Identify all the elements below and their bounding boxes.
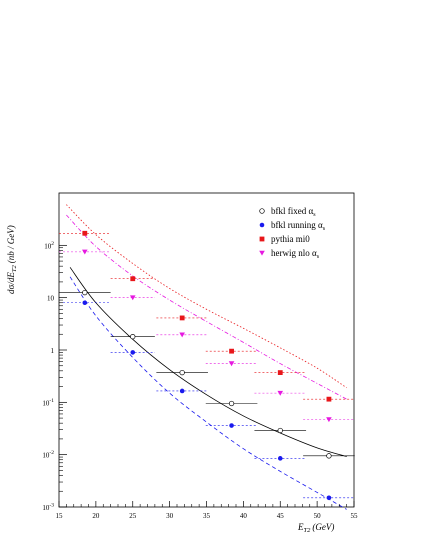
curves-layer <box>66 204 347 510</box>
data-point <box>229 423 234 428</box>
legend-marker <box>259 250 265 256</box>
y-tick-label: 102 <box>44 241 54 251</box>
data-point <box>179 332 185 338</box>
data-point <box>326 495 332 501</box>
y-tick-label: 10-2 <box>42 450 54 460</box>
data-point <box>130 276 136 282</box>
y-tick-label: 10-3 <box>42 503 54 513</box>
y-tick-mantissa: 10 <box>42 504 50 512</box>
data-point <box>228 400 235 407</box>
y-tick-exponent: -2 <box>49 450 54 456</box>
legend-label-alpha: α <box>318 220 323 230</box>
data-point <box>179 369 185 376</box>
legend-marker <box>259 222 265 228</box>
legend-label-alpha: α <box>312 248 317 258</box>
data-point <box>277 427 283 434</box>
data-point <box>82 289 88 296</box>
legend-label: bfkl running αs <box>271 220 326 232</box>
x-tick-label: 25 <box>129 512 137 520</box>
x-tick-label: 55 <box>351 512 359 520</box>
y-tick-label: 1 <box>51 347 55 355</box>
y-tick-exponent: 2 <box>51 241 54 247</box>
y-tick-mantissa: 10 <box>42 399 50 407</box>
legend-label-sub: s <box>317 254 320 260</box>
plot-frame <box>58 192 355 508</box>
legend-label-main: bfkl fixed <box>271 206 309 216</box>
data-point <box>129 295 136 301</box>
legend-label-sub: s <box>323 226 326 232</box>
data-point <box>326 453 332 459</box>
x-axis-ticks: 15 20 25 30 35 40 45 50 55 <box>56 501 359 520</box>
y-tick-mantissa: 10 <box>44 242 52 250</box>
series-curve-1 <box>69 276 347 510</box>
data-point <box>130 333 136 340</box>
series-curve-2 <box>66 204 347 389</box>
data-point <box>326 417 332 423</box>
data-point <box>179 315 185 321</box>
x-tick-label: 15 <box>56 512 64 520</box>
data-point <box>229 348 234 354</box>
data-point <box>228 361 235 367</box>
data-point <box>130 350 136 355</box>
legend-label: pythia mi0 <box>271 234 310 244</box>
points-layer <box>59 230 355 501</box>
x-tick-label: 30 <box>166 512 174 520</box>
legend-label: herwig nlo αs <box>271 248 320 260</box>
x-tick-label: 40 <box>240 512 248 520</box>
legend-label-alpha: α <box>309 206 314 216</box>
y-axis-title: dσ/dET2(nb / GeV) <box>6 225 18 294</box>
x-tick-label: 50 <box>314 512 322 520</box>
legend-label-main: herwig nlo <box>271 248 312 258</box>
y-tick-label: 10-1 <box>42 398 54 408</box>
legend-label: bfkl fixed αs <box>271 206 316 218</box>
legend-marker <box>259 236 265 242</box>
y-tick-mantissa: 10 <box>47 295 55 303</box>
data-point <box>82 249 88 255</box>
x-axis-title: ET2 (GeV) <box>297 522 334 534</box>
y-tick-mantissa: 1 <box>51 347 55 355</box>
y-tick-exponent: -3 <box>49 503 54 509</box>
y-tick-mantissa: 10 <box>42 452 50 460</box>
data-point <box>277 390 284 396</box>
series-curve-0 <box>69 267 347 457</box>
legend-label-main: bfkl running <box>271 220 318 230</box>
x-tick-label: 45 <box>277 512 285 520</box>
data-point <box>82 300 88 306</box>
legend-marker <box>259 208 265 214</box>
data-point <box>326 396 332 402</box>
legend-label-main: pythia mi0 <box>271 234 310 244</box>
data-point <box>82 230 88 236</box>
data-point <box>277 370 283 375</box>
data-point <box>179 388 185 394</box>
data-point <box>277 456 283 461</box>
legend-label-sub: s <box>313 212 316 218</box>
y-tick-label: 10 <box>47 295 55 303</box>
y-tick-exponent: -1 <box>49 398 54 404</box>
series-curve-3 <box>66 214 347 400</box>
x-tick-label: 35 <box>203 512 211 520</box>
x-tick-label: 20 <box>92 512 100 520</box>
